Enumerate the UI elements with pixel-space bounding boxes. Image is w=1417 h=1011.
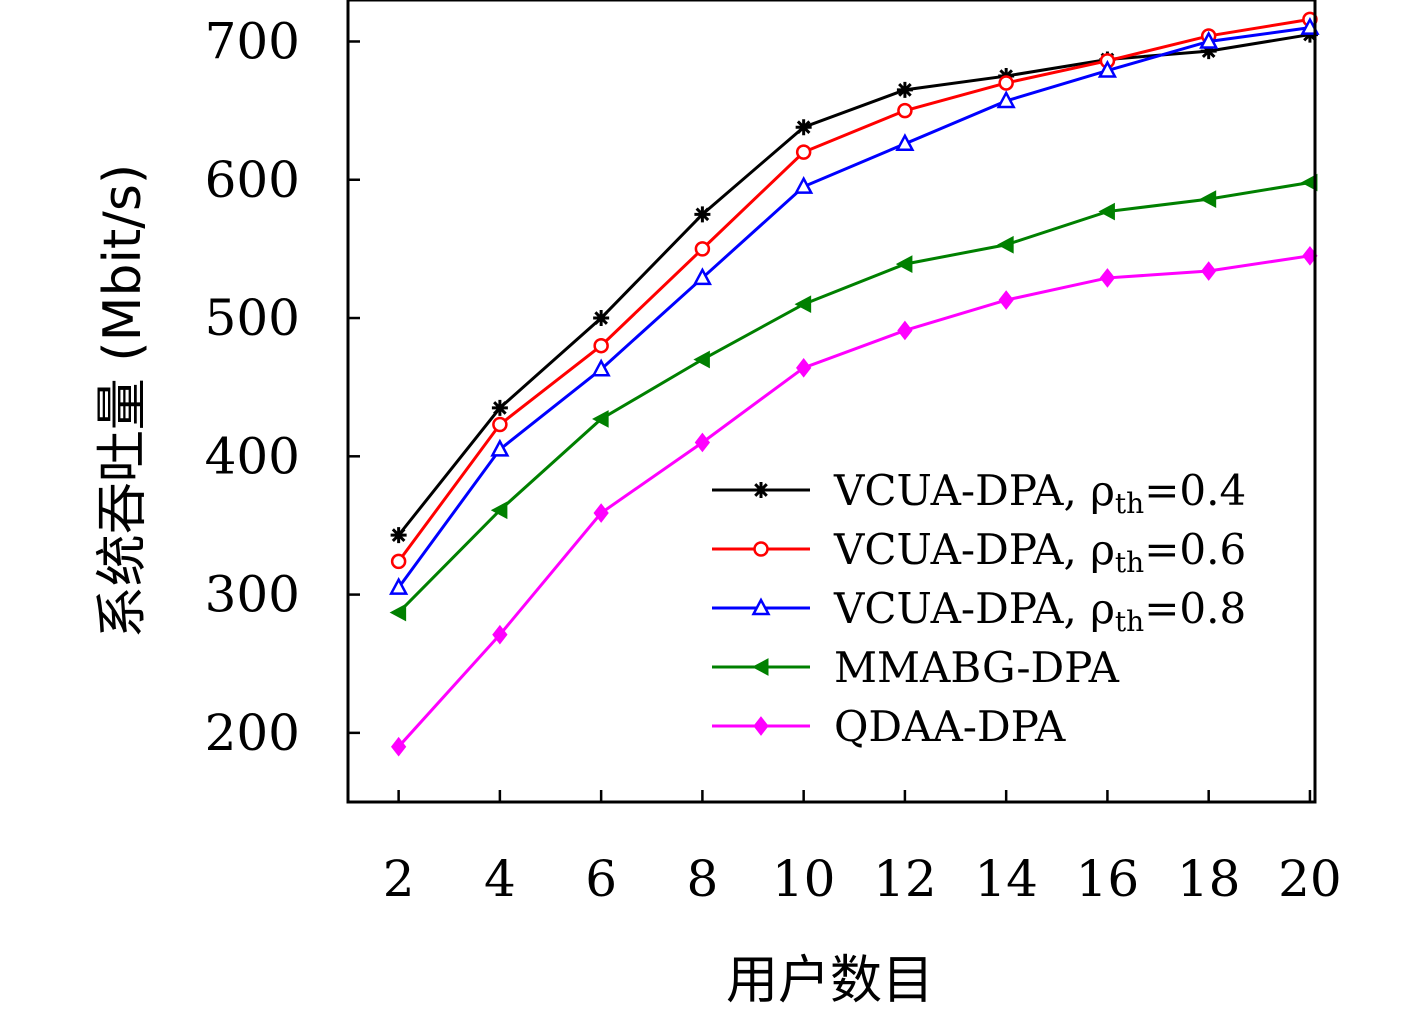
x-tick-label: 20 <box>1278 850 1342 908</box>
x-tick-label: 18 <box>1177 850 1241 908</box>
data-point-marker <box>591 358 611 377</box>
legend-entry: VCUA-DPA, ρth=0.8 <box>712 584 1246 638</box>
x-tick-label: 6 <box>585 850 617 908</box>
axes: 2 4 6 8 10 12 14 16 18 20 200 300 400 500 600 700 <box>205 0 1342 908</box>
series-circle <box>390 11 1318 570</box>
data-point-marker <box>389 603 407 622</box>
x-tick-label: 2 <box>383 850 415 908</box>
x-tick-label: 12 <box>873 850 937 908</box>
data-point-marker <box>1097 59 1118 78</box>
plot-area <box>389 11 1320 757</box>
y-axis-title: 系统吞吐量 (Mbit/s) <box>93 164 153 638</box>
data-point-marker <box>998 75 1014 91</box>
data-point-marker <box>492 624 508 645</box>
data-point-marker <box>895 255 913 273</box>
data-point-marker <box>1300 173 1318 192</box>
data-point-marker <box>1200 43 1217 60</box>
data-point-marker <box>897 102 913 119</box>
series-diamond <box>390 245 1318 757</box>
series-line <box>397 254 1311 748</box>
data-point-marker <box>490 438 510 457</box>
series-triangle <box>389 17 1320 595</box>
x-tick-label: 16 <box>1076 850 1140 908</box>
data-point-marker <box>997 235 1014 254</box>
data-point-marker <box>490 501 508 520</box>
legend-entry: QDAA-DPA <box>712 702 1066 751</box>
data-point-marker <box>694 206 711 223</box>
legend-label: VCUA-DPA, ρth=0.4 <box>833 466 1246 520</box>
x-tick-label: 4 <box>484 850 516 908</box>
data-point-marker <box>390 527 407 544</box>
data-point-marker <box>593 310 610 327</box>
data-point-marker <box>753 716 769 736</box>
data-point-marker <box>998 290 1014 310</box>
data-point-marker <box>390 736 407 757</box>
data-point-marker <box>692 267 712 286</box>
legend-entry: VCUA-DPA, ρth=0.6 <box>712 525 1246 579</box>
y-tick-label: 600 <box>205 151 300 209</box>
legend-label: QDAA-DPA <box>834 702 1066 751</box>
data-point-marker <box>389 577 409 595</box>
data-point-marker <box>1199 30 1219 49</box>
data-point-marker <box>996 90 1016 109</box>
legend-label: VCUA-DPA, ρth=0.8 <box>833 584 1246 638</box>
x-tick-label: 10 <box>772 850 836 908</box>
data-point-marker <box>795 119 812 136</box>
data-point-marker <box>795 144 812 160</box>
data-point-marker <box>751 658 769 676</box>
data-point-marker <box>491 399 508 416</box>
data-point-marker <box>1199 190 1217 208</box>
series-line <box>397 181 1311 614</box>
data-point-marker <box>796 357 812 378</box>
data-point-marker <box>1201 261 1217 281</box>
data-point-marker <box>694 432 711 453</box>
series-line <box>397 17 1311 563</box>
y-tick-label: 400 <box>205 427 300 485</box>
data-point-marker <box>693 350 710 369</box>
data-point-marker <box>895 133 915 152</box>
x-tick-label: 8 <box>686 850 718 908</box>
y-tick-label: 500 <box>205 289 300 347</box>
data-point-marker <box>794 295 812 314</box>
series-line <box>397 26 1311 589</box>
data-point-marker <box>751 597 771 616</box>
legend-entry: MMABG-DPA <box>712 643 1120 692</box>
x-tick-label: 14 <box>974 850 1038 908</box>
x-axis-title: 用户数目 <box>726 951 934 1011</box>
data-point-marker <box>1098 202 1115 221</box>
y-tick-label: 700 <box>205 12 300 70</box>
data-point-marker <box>794 176 814 194</box>
data-point-marker <box>390 553 407 570</box>
data-point-marker <box>492 416 508 433</box>
legend-label: VCUA-DPA, ρth=0.6 <box>833 525 1246 579</box>
series-triangle-left <box>389 173 1318 622</box>
data-point-marker <box>592 410 609 428</box>
y-tick-label: 200 <box>205 704 300 762</box>
data-point-marker <box>694 241 711 257</box>
data-point-marker <box>897 320 913 341</box>
y-tick-label: 300 <box>205 566 300 624</box>
data-point-marker <box>1099 268 1116 288</box>
data-point-marker <box>896 81 913 98</box>
data-point-marker <box>593 337 609 354</box>
data-point-marker <box>753 541 769 557</box>
plot-frame <box>346 0 1317 804</box>
data-point-marker <box>593 503 609 523</box>
data-point-marker <box>753 482 769 498</box>
legend-entry: VCUA-DPA, ρth=0.4 <box>712 466 1246 520</box>
legend-label: MMABG-DPA <box>834 643 1120 692</box>
